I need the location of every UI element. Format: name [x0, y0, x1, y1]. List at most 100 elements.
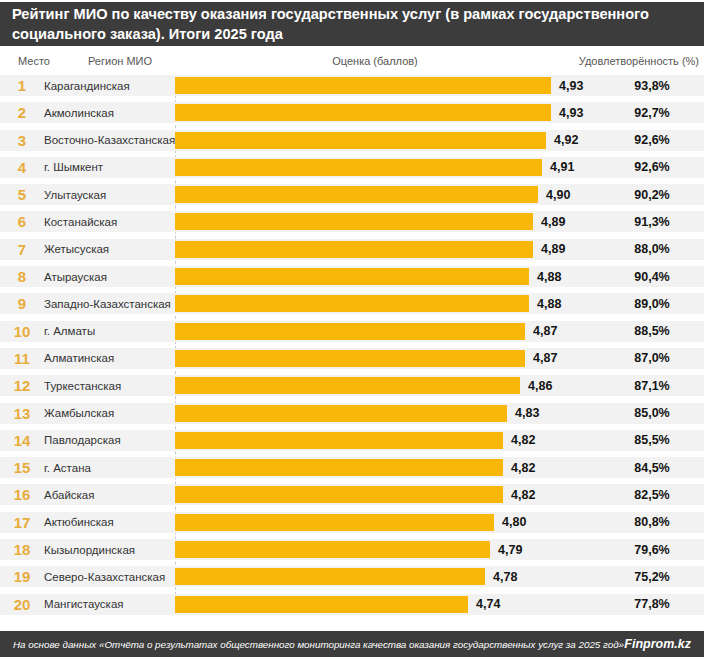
score-bar-track: 4,74 — [175, 594, 600, 615]
region-name: Павлодарская — [44, 434, 175, 446]
satisfaction-value: 90,4% — [600, 270, 704, 284]
satisfaction-value: 89,0% — [600, 297, 704, 311]
score-bar-track: 4,83 — [175, 403, 600, 424]
score-value: 4,82 — [511, 488, 535, 502]
table-row: 19 Северо-Казахстанская 4,78 75,2% — [0, 566, 704, 587]
score-bar-track: 4,88 — [175, 266, 600, 287]
score-bar — [175, 486, 503, 503]
table-row: 1 Карагандинская 4,93 93,8% — [0, 75, 704, 96]
region-name: Восточно-Казахстанская — [44, 134, 175, 146]
score-value: 4,79 — [498, 543, 522, 557]
satisfaction-value: 85,0% — [600, 406, 704, 420]
score-value: 4,83 — [515, 406, 539, 420]
region-name: Абайская — [44, 489, 175, 501]
rank-number: 3 — [0, 132, 44, 149]
rank-number: 19 — [0, 568, 44, 585]
rank-number: 15 — [0, 459, 44, 476]
column-header-rank: Место — [18, 55, 50, 67]
score-value: 4,82 — [511, 433, 535, 447]
table-row: 16 Абайская 4,82 82,5% — [0, 484, 704, 505]
score-bar — [175, 268, 529, 285]
region-name: г. Шымкент — [44, 161, 175, 173]
table-row: 13 Жамбылская 4,83 85,0% — [0, 403, 704, 424]
table-row: 8 Атырауская 4,88 90,4% — [0, 266, 704, 287]
score-value: 4,89 — [541, 215, 565, 229]
table-row: 15 г. Астана 4,82 84,5% — [0, 457, 704, 478]
region-name: Мангистауская — [44, 598, 175, 610]
score-bar-track: 4,87 — [175, 321, 600, 342]
score-bar-track: 4,92 — [175, 130, 600, 151]
region-name: Акмолинская — [44, 107, 175, 119]
table-row: 10 г. Алматы 4,87 88,5% — [0, 321, 704, 342]
ranking-rows: 1 Карагандинская 4,93 93,8% 2 Акмолинска… — [0, 75, 704, 621]
column-header-region: Регион МИО — [88, 55, 152, 67]
score-value: 4,93 — [559, 106, 583, 120]
satisfaction-value: 88,0% — [600, 242, 704, 256]
rank-number: 18 — [0, 541, 44, 558]
table-row: 3 Восточно-Казахстанская 4,92 92,6% — [0, 130, 704, 151]
satisfaction-value: 92,7% — [600, 106, 704, 120]
region-name: г. Астана — [44, 462, 175, 474]
score-bar-track: 4,93 — [175, 75, 600, 96]
score-bar — [175, 132, 546, 149]
score-bar — [175, 77, 551, 94]
score-value: 4,80 — [502, 515, 526, 529]
score-value: 4,93 — [559, 79, 583, 93]
score-value: 4,90 — [546, 188, 570, 202]
table-row: 14 Павлодарская 4,82 85,5% — [0, 430, 704, 451]
score-bar-track: 4,86 — [175, 375, 600, 396]
rank-number: 16 — [0, 486, 44, 503]
rank-number: 4 — [0, 159, 44, 176]
score-bar-track: 4,82 — [175, 457, 600, 478]
score-bar — [175, 186, 538, 203]
score-bar — [175, 459, 503, 476]
rank-number: 12 — [0, 377, 44, 394]
region-name: Атырауская — [44, 271, 175, 283]
region-name: Карагандинская — [44, 80, 175, 92]
rank-number: 11 — [0, 350, 44, 367]
region-name: Улытауская — [44, 189, 175, 201]
score-bar — [175, 541, 490, 558]
score-bar — [175, 323, 525, 340]
title-bar: Рейтинг МИО по качеству оказания государ… — [0, 2, 704, 46]
region-name: Туркестанская — [44, 380, 175, 392]
table-row: 17 Актюбинская 4,80 80,8% — [0, 512, 704, 533]
infographic-page: Рейтинг МИО по качеству оказания государ… — [0, 0, 704, 659]
score-bar-track: 4,78 — [175, 566, 600, 587]
score-value: 4,88 — [537, 297, 561, 311]
score-value: 4,87 — [533, 324, 557, 338]
score-value: 4,78 — [493, 570, 517, 584]
region-name: Жамбылская — [44, 407, 175, 419]
table-row: 11 Алматинская 4,87 87,0% — [0, 348, 704, 369]
satisfaction-value: 90,2% — [600, 188, 704, 202]
table-row: 5 Улытауская 4,90 90,2% — [0, 184, 704, 205]
score-bar-track: 4,89 — [175, 211, 600, 232]
satisfaction-value: 84,5% — [600, 461, 704, 475]
score-bar — [175, 377, 520, 394]
region-name: Жетысуская — [44, 243, 175, 255]
score-bar — [175, 514, 494, 531]
satisfaction-value: 80,8% — [600, 515, 704, 529]
score-bar — [175, 432, 503, 449]
score-value: 4,88 — [537, 270, 561, 284]
satisfaction-value: 87,0% — [600, 351, 704, 365]
score-bar — [175, 596, 468, 613]
column-headers: Место Регион МИО Оценка (баллов) Удовлет… — [0, 55, 704, 70]
satisfaction-value: 79,6% — [600, 543, 704, 557]
score-bar — [175, 568, 485, 585]
score-bar — [175, 295, 529, 312]
table-row: 9 Западно-Казахстанская 4,88 89,0% — [0, 293, 704, 314]
rank-number: 17 — [0, 514, 44, 531]
finprom-logo: Finprom.kz — [624, 637, 691, 651]
region-name: Северо-Казахстанская — [44, 571, 175, 583]
rank-number: 7 — [0, 241, 44, 258]
page-title: Рейтинг МИО по качеству оказания государ… — [12, 4, 688, 44]
satisfaction-value: 77,8% — [600, 597, 704, 611]
rank-number: 5 — [0, 186, 44, 203]
score-value: 4,86 — [528, 379, 552, 393]
rank-number: 1 — [0, 77, 44, 94]
region-name: г. Алматы — [44, 325, 175, 337]
satisfaction-value: 85,5% — [600, 433, 704, 447]
table-row: 2 Акмолинская 4,93 92,7% — [0, 102, 704, 123]
region-name: Актюбинская — [44, 516, 175, 528]
